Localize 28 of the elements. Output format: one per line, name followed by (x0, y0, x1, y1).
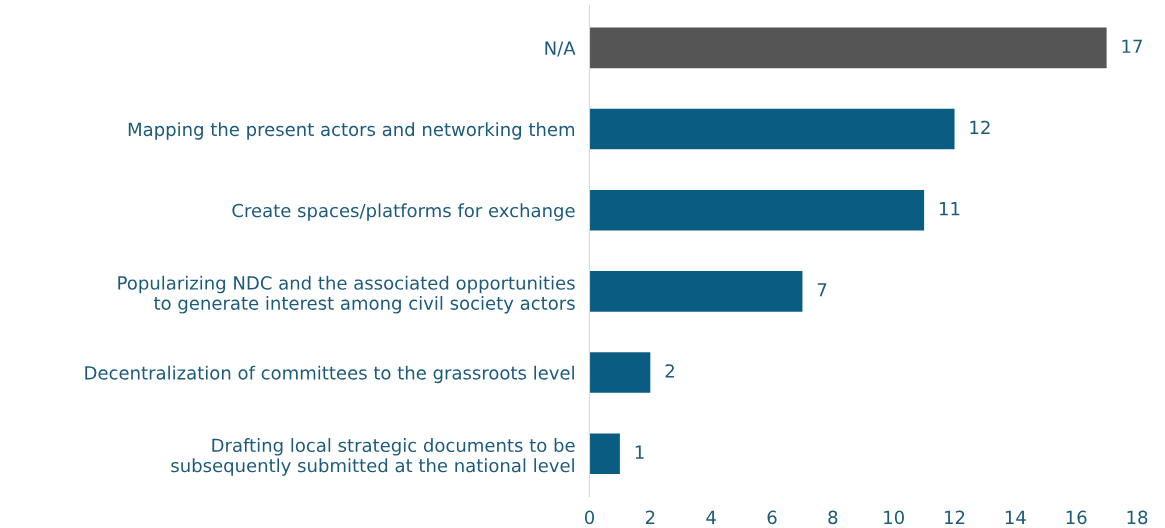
data-label: 11 (939, 202, 960, 216)
y-tick-label: Create spaces/platforms for exchange (232, 203, 575, 221)
data-label: 7 (817, 283, 827, 297)
x-tick-label: 0 (584, 510, 595, 525)
y-tick-label: Drafting local strategic documents to be subsequently submitted at the national level (171, 438, 575, 476)
data-label: 2 (665, 364, 674, 378)
x-tick-label: 18 (1127, 510, 1148, 525)
bar (589, 108, 955, 150)
x-tick-label: 12 (945, 510, 965, 524)
y-tick-label: N/A (545, 41, 576, 57)
y-tick-label: Decentralization of committees to the grassroots level (85, 365, 574, 384)
bar (589, 189, 925, 231)
y-tick-label: Mapping the present actors and networking them (128, 122, 575, 140)
x-tick-label: 8 (828, 510, 838, 525)
data-label: 12 (970, 120, 990, 135)
x-tick-label: 14 (1005, 510, 1026, 524)
bar (589, 271, 803, 312)
x-tick-label: 4 (706, 510, 716, 524)
data-label: 1 (635, 445, 644, 459)
data-label: 17 (1122, 39, 1142, 53)
x-tick-label: 2 (645, 510, 655, 524)
bar (589, 433, 620, 474)
y-tick-label: Popularizing NDC and the associated opportunities to generate interest among civil society actors (118, 275, 575, 314)
bar (589, 352, 651, 393)
bar (589, 27, 1107, 69)
x-tick-label: 6 (767, 510, 777, 525)
x-tick-label: 10 (884, 510, 904, 525)
x-tick-label: 16 (1066, 510, 1087, 525)
